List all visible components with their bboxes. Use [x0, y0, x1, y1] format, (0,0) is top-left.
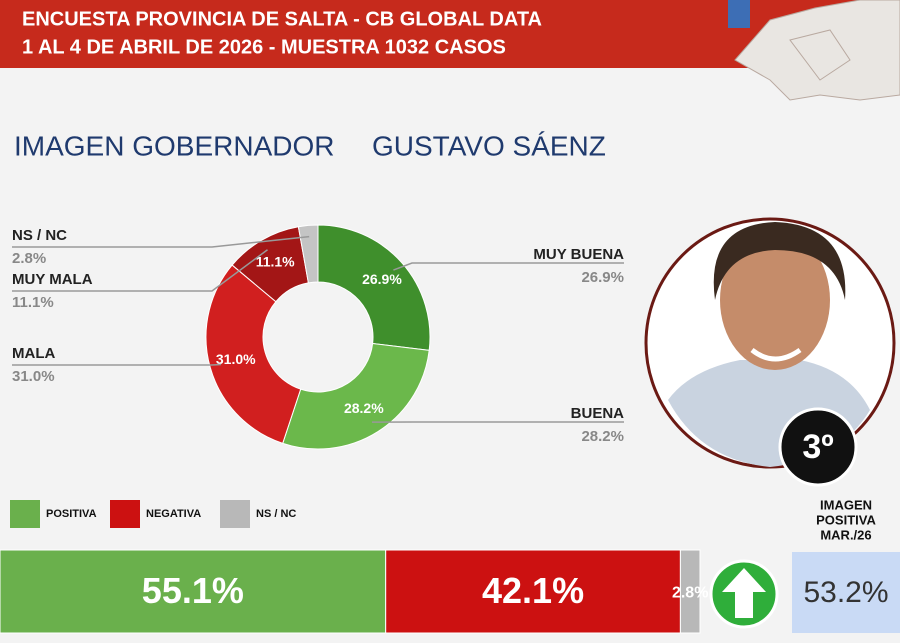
header-line: 1 AL 4 DE ABRIL DE 2026 - MUESTRA 1032 C…: [22, 36, 506, 58]
slice-label: 26.9%: [362, 271, 402, 287]
bar-value-label: 42.1%: [482, 570, 584, 611]
category-label: NS / NC: [12, 227, 67, 244]
legend-swatch: [110, 500, 140, 528]
map-inset: [728, 0, 750, 28]
legend-swatch: [220, 500, 250, 528]
donut-slice: [297, 224, 319, 284]
legend-label: NEGATIVA: [146, 508, 201, 520]
bar-segment: [385, 549, 681, 634]
portrait-hair: [713, 222, 846, 300]
leader-line: [12, 249, 268, 292]
chart-title: IMAGEN GOBERNADOR: [14, 130, 334, 161]
bar-value-label: 2.8%: [672, 585, 708, 602]
slice-label: 11.1%: [256, 254, 295, 270]
rank-label: 3º: [802, 428, 833, 466]
category-label: MUY BUENA: [533, 246, 624, 263]
bar-segment: [0, 549, 387, 634]
map: [728, 0, 900, 101]
category-label: BUENA: [571, 405, 625, 422]
bar-segment: [679, 549, 701, 634]
donut-slice: [205, 264, 302, 444]
donut-slice: [317, 224, 431, 351]
legend-label: POSITIVA: [46, 508, 97, 520]
previous-label: POSITIVA: [816, 512, 876, 527]
portrait: [644, 217, 896, 469]
legend-label: NS / NC: [256, 508, 296, 520]
rank-badge: [778, 407, 858, 487]
slice-label: 28.2%: [344, 400, 384, 416]
leader-line: [393, 262, 624, 271]
category-value: 2.8%: [12, 250, 46, 267]
trend-arrow: [722, 568, 766, 618]
previous-label: IMAGEN: [820, 497, 872, 512]
portrait-smile: [750, 347, 802, 362]
bar-value-label: 55.1%: [142, 570, 244, 611]
previous-label: MAR./26: [820, 527, 871, 542]
category-label: MALA: [12, 345, 55, 362]
previous-value: 53.2%: [803, 576, 888, 609]
header-line: ENCUESTA PROVINCIA DE SALTA - CB GLOBAL …: [22, 8, 542, 30]
category-value: 26.9%: [581, 269, 624, 286]
portrait-face: [720, 230, 830, 370]
category-value: 31.0%: [12, 368, 55, 385]
slice-label: 31.0%: [216, 351, 256, 367]
category-value: 28.2%: [581, 428, 624, 445]
category-value: 11.1%: [12, 294, 54, 311]
category-label: MUY MALA: [12, 271, 93, 288]
legend-swatch: [10, 500, 40, 528]
chart-subtitle: GUSTAVO SÁENZ: [372, 130, 606, 161]
map-border: [789, 29, 851, 81]
map-shape: [734, 0, 900, 101]
donut-slice: [282, 342, 430, 450]
leader-line: [12, 235, 310, 248]
previous-box: [792, 552, 900, 633]
